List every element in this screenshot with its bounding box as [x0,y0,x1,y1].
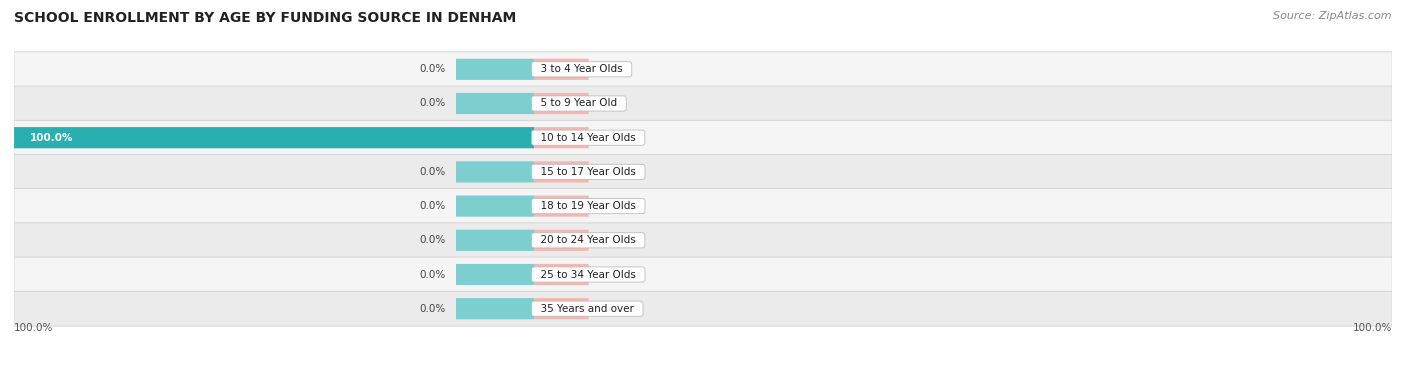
FancyBboxPatch shape [456,93,534,114]
Text: 25 to 34 Year Olds: 25 to 34 Year Olds [534,270,643,279]
Text: 0.0%: 0.0% [419,304,446,314]
Text: Source: ZipAtlas.com: Source: ZipAtlas.com [1274,11,1392,21]
FancyBboxPatch shape [534,59,589,80]
FancyBboxPatch shape [456,264,534,285]
FancyBboxPatch shape [14,52,1392,87]
Text: 0.0%: 0.0% [419,167,446,177]
FancyBboxPatch shape [14,223,1392,258]
Text: 3 to 4 Year Olds: 3 to 4 Year Olds [534,64,628,74]
Text: 5 to 9 Year Old: 5 to 9 Year Old [534,99,624,108]
Text: 0.0%: 0.0% [599,270,626,279]
Text: 100.0%: 100.0% [14,323,53,333]
Text: 0.0%: 0.0% [419,235,446,245]
FancyBboxPatch shape [534,230,589,251]
Text: 10 to 14 Year Olds: 10 to 14 Year Olds [534,133,643,143]
FancyBboxPatch shape [534,161,589,183]
Text: 20 to 24 Year Olds: 20 to 24 Year Olds [534,235,643,245]
Text: 35 Years and over: 35 Years and over [534,304,640,314]
FancyBboxPatch shape [456,298,534,319]
Text: 0.0%: 0.0% [599,235,626,245]
Text: 100.0%: 100.0% [1353,323,1392,333]
FancyBboxPatch shape [14,120,1392,155]
Text: 0.0%: 0.0% [599,64,626,74]
Text: 0.0%: 0.0% [599,167,626,177]
Text: 0.0%: 0.0% [419,201,446,211]
FancyBboxPatch shape [456,161,534,183]
Text: 0.0%: 0.0% [599,201,626,211]
Text: 0.0%: 0.0% [419,99,446,108]
FancyBboxPatch shape [534,93,589,114]
Text: 0.0%: 0.0% [419,270,446,279]
FancyBboxPatch shape [14,155,1392,189]
Text: 0.0%: 0.0% [599,304,626,314]
FancyBboxPatch shape [534,298,589,319]
Text: 18 to 19 Year Olds: 18 to 19 Year Olds [534,201,643,211]
FancyBboxPatch shape [14,127,534,148]
FancyBboxPatch shape [456,195,534,217]
FancyBboxPatch shape [14,291,1392,326]
FancyBboxPatch shape [456,230,534,251]
Text: 15 to 17 Year Olds: 15 to 17 Year Olds [534,167,643,177]
Text: SCHOOL ENROLLMENT BY AGE BY FUNDING SOURCE IN DENHAM: SCHOOL ENROLLMENT BY AGE BY FUNDING SOUR… [14,11,516,25]
FancyBboxPatch shape [456,59,534,80]
Text: 0.0%: 0.0% [599,133,626,143]
FancyBboxPatch shape [14,189,1392,223]
Text: 100.0%: 100.0% [30,133,73,143]
FancyBboxPatch shape [534,127,589,148]
FancyBboxPatch shape [534,195,589,217]
Text: 0.0%: 0.0% [419,64,446,74]
Text: 0.0%: 0.0% [599,99,626,108]
FancyBboxPatch shape [14,257,1392,292]
FancyBboxPatch shape [534,264,589,285]
FancyBboxPatch shape [14,86,1392,121]
